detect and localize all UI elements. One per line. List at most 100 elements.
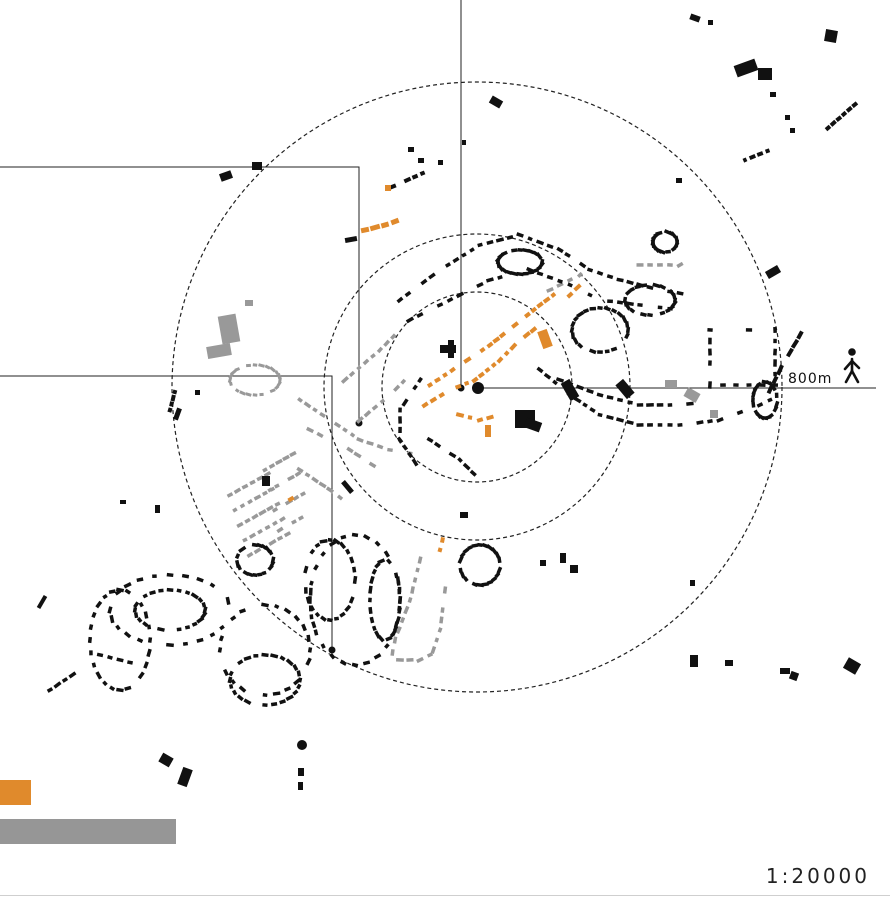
building (155, 505, 160, 513)
building (320, 615, 327, 622)
building (166, 572, 174, 578)
building (217, 313, 241, 345)
building (351, 532, 359, 538)
building (400, 378, 407, 385)
building (319, 539, 328, 544)
building (566, 291, 574, 299)
building (477, 242, 483, 248)
building (716, 417, 724, 423)
building (446, 296, 454, 303)
building (522, 331, 531, 339)
building (352, 566, 357, 573)
building (109, 685, 116, 692)
building (238, 545, 247, 553)
building (156, 626, 165, 632)
building (439, 616, 444, 624)
building (616, 277, 624, 283)
building (345, 548, 351, 555)
building (384, 643, 390, 649)
building (496, 566, 503, 574)
building (402, 444, 409, 451)
building (477, 542, 483, 547)
building (385, 558, 392, 565)
building (133, 612, 139, 619)
building (109, 614, 115, 624)
building (239, 503, 246, 509)
building (292, 663, 299, 672)
building (676, 290, 684, 296)
building (506, 234, 514, 240)
building (298, 768, 304, 776)
building (756, 151, 764, 157)
building (397, 586, 402, 593)
building (742, 157, 748, 163)
building (303, 565, 309, 574)
building (376, 443, 384, 450)
building (218, 170, 234, 182)
building (677, 422, 683, 427)
building (756, 381, 762, 388)
building (226, 492, 234, 498)
building (309, 548, 316, 555)
building (442, 372, 448, 378)
building (231, 689, 238, 696)
building (303, 401, 312, 409)
building (385, 185, 391, 191)
building (309, 614, 314, 620)
building (420, 278, 428, 286)
building (123, 631, 132, 639)
building (596, 270, 604, 276)
building (411, 173, 419, 180)
grey-buildings (206, 261, 718, 664)
building (773, 326, 777, 333)
distance-label: 800m (788, 371, 832, 387)
building (448, 451, 457, 459)
building (485, 277, 494, 283)
building (708, 337, 712, 345)
building (406, 657, 414, 662)
building (408, 147, 414, 152)
building (268, 538, 277, 546)
building (751, 401, 756, 408)
building (136, 637, 144, 644)
building (311, 476, 319, 484)
ring-400m (323, 233, 631, 541)
building (434, 637, 440, 643)
building (403, 176, 412, 184)
building (351, 662, 359, 668)
black-buildings (36, 13, 862, 790)
building (523, 311, 532, 319)
building (497, 556, 502, 564)
building (170, 394, 176, 402)
building (177, 766, 193, 788)
building (527, 236, 533, 242)
building (624, 289, 632, 296)
building (209, 632, 216, 638)
building (396, 658, 404, 662)
building (176, 627, 182, 632)
building (339, 611, 346, 618)
building (437, 547, 443, 553)
building (461, 252, 467, 258)
building (230, 615, 237, 622)
building (369, 616, 375, 624)
building (398, 596, 402, 604)
building (449, 366, 456, 374)
building (625, 326, 631, 334)
building (320, 551, 326, 557)
building (46, 687, 54, 693)
building (576, 310, 585, 318)
building (270, 701, 278, 707)
building (107, 655, 113, 660)
building (146, 648, 152, 658)
building (629, 307, 636, 314)
building (555, 377, 565, 383)
leader-dot (328, 646, 336, 654)
building (567, 282, 573, 288)
building (276, 535, 284, 542)
building (395, 626, 402, 635)
building (540, 560, 546, 566)
building (217, 647, 223, 653)
building (368, 606, 373, 614)
building (133, 601, 140, 609)
